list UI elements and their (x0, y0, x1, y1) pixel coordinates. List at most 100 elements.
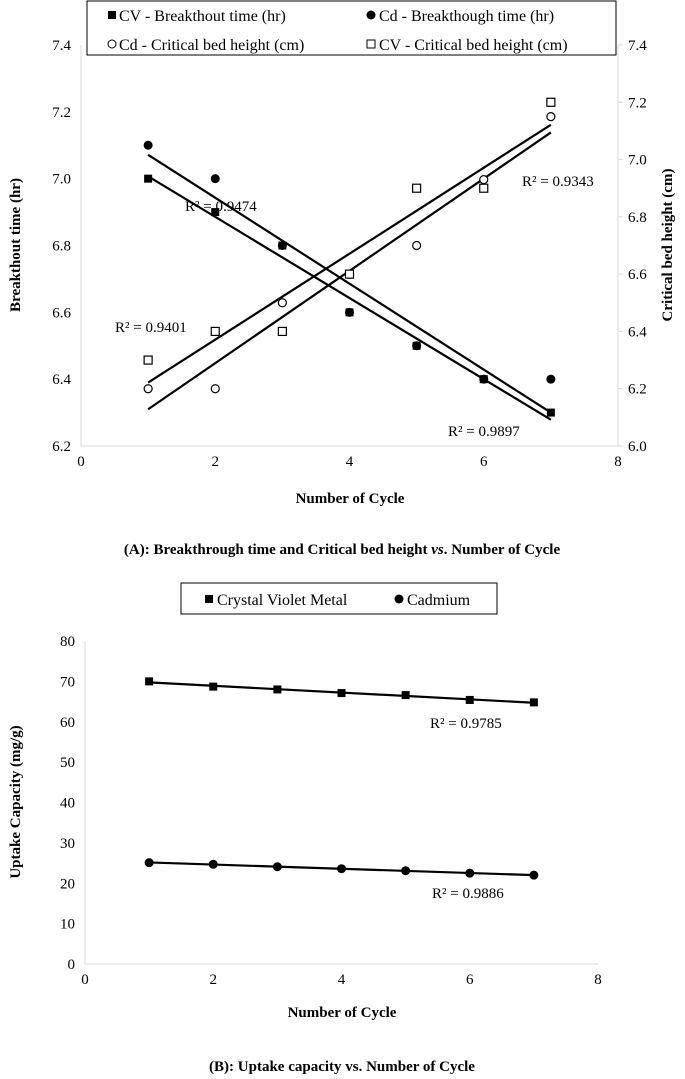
legend-marker-filled-square (205, 595, 213, 603)
data-point-open-circle (277, 298, 287, 308)
y-tick-label: 40 (60, 796, 75, 812)
legend-label: Crystal Violet Metal (217, 592, 348, 609)
y2-tick-label: 6.8 (628, 210, 647, 226)
data-point-square (337, 689, 346, 698)
data-point-circle (546, 374, 556, 384)
data-point-circle (401, 866, 411, 876)
y2-tick-label: 7.4 (628, 38, 647, 54)
legend-label: Cd - Breakthough time (hr) (379, 8, 554, 25)
data-point-circle (144, 858, 154, 868)
y-tick-label: 6.6 (52, 305, 71, 321)
data-point-square (465, 695, 474, 704)
legend-label: Cadmium (407, 592, 471, 609)
legend-a: CV - Breakthout time (hr) Cd - Breakthou… (86, 0, 617, 56)
legend-marker-open-circle (107, 39, 117, 49)
data-point-circle (479, 374, 489, 384)
y-tick-label: 60 (60, 715, 75, 731)
data-point-open-square (143, 355, 153, 365)
y-tick-label: 80 (60, 634, 75, 650)
y2-tick-label: 7.0 (628, 153, 647, 169)
data-point-square (546, 408, 555, 417)
y-tick-label: 7.2 (52, 105, 71, 121)
data-point-open-square (546, 97, 556, 107)
data-point-circle (345, 307, 354, 317)
data-point-open-circle (479, 175, 489, 185)
data-point-circle (143, 140, 153, 150)
y-tick-label: 7.0 (52, 172, 71, 188)
x-tick-label: 2 (210, 972, 218, 988)
data-point-square (273, 685, 282, 694)
trendline (147, 153, 552, 414)
x-tick-label: 2 (212, 454, 220, 470)
data-point-circle (529, 870, 539, 880)
data-point-circle (337, 864, 346, 874)
x-tick-label: 0 (77, 454, 85, 470)
data-point-open-square (277, 326, 287, 337)
y2-tick-label: 6.4 (628, 324, 647, 340)
r2-annotation: R² = 0.9343 (522, 174, 594, 190)
data-point-open-square (412, 183, 422, 193)
y-axis-title-right: Critical bed height (cm) (660, 169, 676, 322)
y-tick-label: 6.8 (52, 239, 71, 255)
data-point-square (209, 682, 218, 691)
x-tick-label: 4 (346, 454, 354, 470)
data-point-open-circle (412, 240, 422, 251)
y-tick-label: 30 (60, 836, 75, 852)
data-point-open-square (479, 183, 489, 193)
data-point-circle (272, 862, 282, 872)
y-tick-label: 20 (60, 876, 75, 892)
y-tick-label: 10 (60, 917, 75, 933)
legend-label: CV - Critical bed height (cm) (379, 37, 568, 54)
data-point-open-circle (143, 384, 153, 394)
data-point-square (401, 691, 410, 700)
x-tick-label: 6 (466, 972, 474, 988)
r2-annotation: R² = 0.9886 (432, 886, 504, 902)
data-point-circle (465, 868, 475, 878)
y2-tick-label: 6.6 (628, 267, 647, 283)
y-tick-label: 70 (60, 674, 75, 690)
x-tick-label: 8 (614, 454, 622, 470)
data-point-open-square (210, 326, 220, 337)
x-tick-label: 6 (480, 454, 488, 470)
x-axis-title: Number of Cycle (296, 491, 405, 507)
x-tick-label: 8 (594, 972, 602, 988)
legend-b: Crystal Violet Metal Cadmium (180, 582, 498, 615)
legend-marker-filled-square (108, 11, 116, 19)
y-tick-label: 50 (60, 755, 75, 771)
r2-annotation: R² = 0.9897 (448, 424, 520, 440)
data-point-square (529, 698, 538, 707)
data-point-open-circle (546, 112, 556, 122)
data-point-open-circle (210, 384, 220, 394)
legend-marker-filled-circle (366, 10, 376, 20)
x-axis-title: Number of Cycle (288, 1005, 397, 1021)
y-tick-label: 6.4 (52, 372, 71, 388)
data-point-circle (277, 241, 287, 250)
data-point-circle (210, 174, 220, 184)
trendline (147, 123, 552, 384)
y2-tick-label: 7.2 (628, 95, 647, 111)
legend-marker-open-square (366, 39, 376, 49)
y-axis-title: Uptake Capacity (mg/g) (8, 725, 24, 878)
data-point-square (144, 174, 153, 183)
y-tick-label: 6.2 (52, 439, 71, 455)
data-point-circle (412, 341, 422, 351)
legend-label: CV - Breakthout time (hr) (119, 8, 286, 25)
y-tick-label: 7.4 (52, 38, 71, 54)
data-point-square (145, 677, 154, 686)
x-tick-label: 0 (81, 972, 89, 988)
legend-marker-filled-circle (394, 594, 404, 604)
chart-a: 0 2 4 6 8 6.2 6.4 6.6 6.8 7.0 7.2 7.4 6.0 6.2 6.4 6.6 6.… (8, 0, 676, 558)
r2-annotation: R² = 0.9785 (430, 716, 502, 732)
y-tick-label: 0 (68, 957, 76, 973)
r2-annotation: R² = 0.9401 (115, 320, 187, 336)
caption-b: (B): Uptake capacity vs. Number of Cycle (209, 1059, 475, 1075)
caption-a: (A): Breakthrough time and Critical bed … (124, 542, 561, 558)
x-tick-label: 4 (338, 972, 346, 988)
y-axis-title-left: Breakthout time (hr) (8, 178, 24, 312)
y2-tick-label: 6.2 (628, 382, 647, 398)
data-point-open-square (344, 269, 355, 279)
r2-annotation: R² = 0.9474 (185, 199, 257, 215)
legend-label: Cd - Critical bed height (cm) (119, 37, 304, 54)
